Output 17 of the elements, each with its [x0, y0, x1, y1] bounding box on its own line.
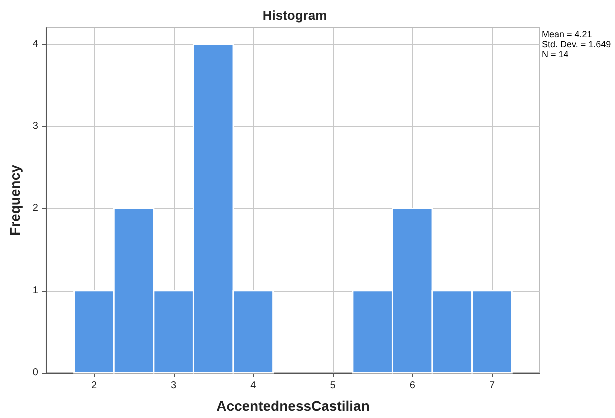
x-tick-label: 5 [330, 380, 336, 392]
text: Std. Dev. = 1.649 [542, 40, 612, 50]
y-tick-label: 4 [32, 38, 39, 50]
x-tick-label: 3 [171, 380, 178, 392]
y-tick-label: 2 [32, 203, 39, 214]
y-tick-label: 0 [32, 368, 39, 378]
text: Mean = 4.21 [542, 30, 592, 40]
text: N = 14 [542, 50, 569, 60]
chart-title: Histogram [262, 8, 328, 23]
x-tick-label: 4 [250, 380, 257, 392]
x-tick-label: 7 [489, 380, 496, 392]
x-tick-label: 2 [91, 380, 98, 392]
y-tick-label: 3 [32, 121, 39, 132]
x-tick-label: 6 [410, 380, 416, 392]
y-axis-title: Frequency [7, 164, 23, 236]
x-axis-title: AccentednessCastilian [216, 398, 370, 414]
y-tick-label: 1 [32, 285, 39, 296]
